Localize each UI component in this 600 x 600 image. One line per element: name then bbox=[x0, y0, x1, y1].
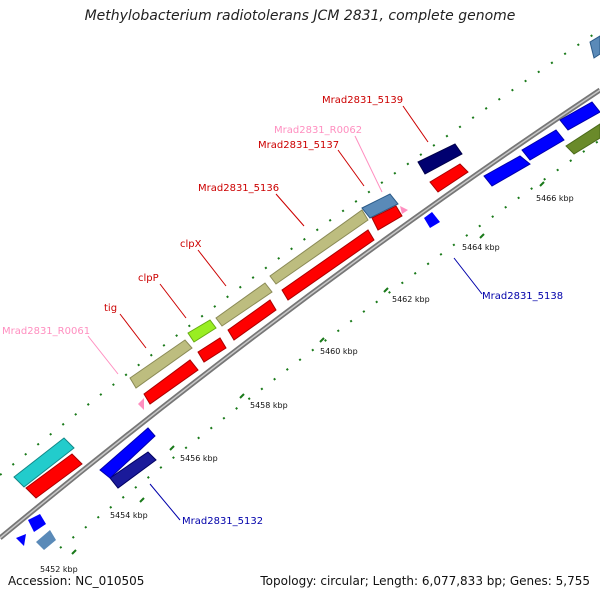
tick-label: 5464 kbp bbox=[462, 243, 500, 252]
tick-labels: 5452 kbp 5454 kbp 5456 kbp 5458 kbp 5460… bbox=[40, 194, 574, 574]
label-leaders bbox=[87, 105, 483, 521]
gene-arrow bbox=[559, 101, 600, 131]
forward-strand-genes bbox=[13, 35, 600, 550]
gene-arrow bbox=[16, 534, 26, 546]
gene-label-mrad2831-r0062: Mrad2831_R0062 bbox=[274, 125, 362, 136]
accession-text: Accession: NC_010505 bbox=[8, 574, 145, 588]
gene-arrow bbox=[281, 229, 375, 301]
gene-label-mrad2831-5132: Mrad2831_5132 bbox=[182, 516, 263, 527]
outer-tick-track bbox=[0, 29, 600, 476]
topology-text: Topology: circular; Length: 6,077,833 bp… bbox=[260, 574, 590, 588]
gene-arrow bbox=[589, 35, 600, 59]
gene-arrow bbox=[187, 319, 217, 343]
gene-label-mrad2831-5137: Mrad2831_5137 bbox=[258, 140, 339, 151]
gene-arrow bbox=[143, 359, 199, 405]
gene-arrow bbox=[25, 453, 83, 499]
gene-arrow bbox=[361, 193, 399, 219]
gene-labels: Mrad2831_5139 Mrad2831_R0062 Mrad2831_51… bbox=[2, 95, 563, 527]
tick-label: 5466 kbp bbox=[536, 194, 574, 203]
gene-arrow bbox=[227, 299, 277, 341]
gene-arrow bbox=[99, 427, 156, 479]
gene-label-tig: tig bbox=[104, 303, 117, 314]
tick-label: 5452 kbp bbox=[40, 565, 78, 574]
gene-arrow bbox=[424, 212, 440, 228]
gene-arrow bbox=[565, 123, 600, 155]
gene-arrow bbox=[215, 282, 273, 327]
gene-arrow bbox=[521, 129, 565, 161]
gene-arrow bbox=[269, 209, 369, 285]
reverse-strand-genes bbox=[25, 163, 469, 499]
gene-label-mrad2831-5136: Mrad2831_5136 bbox=[198, 183, 279, 194]
tick-label: 5460 kbp bbox=[320, 347, 358, 356]
gene-label-mrad2831-r0061: Mrad2831_R0061 bbox=[2, 326, 90, 337]
tick-label: 5458 kbp bbox=[250, 401, 288, 410]
gene-arrow bbox=[129, 339, 193, 389]
tick-label: 5454 kbp bbox=[110, 511, 148, 520]
rrna-marks bbox=[138, 206, 408, 410]
tick-label: 5456 kbp bbox=[180, 454, 218, 463]
inner-tick-track bbox=[59, 139, 600, 549]
gene-label-mrad2831-5139: Mrad2831_5139 bbox=[322, 95, 403, 106]
gene-arrow bbox=[109, 451, 157, 489]
gene-arrow bbox=[28, 514, 46, 532]
tick-label: 5462 kbp bbox=[392, 295, 430, 304]
gene-label-mrad2831-5138: Mrad2831_5138 bbox=[482, 291, 563, 302]
gene-label-clpx: clpX bbox=[180, 239, 202, 250]
gene-arrow bbox=[36, 530, 56, 550]
gene-arrow bbox=[197, 337, 227, 363]
gene-arrow bbox=[483, 155, 531, 187]
gene-arrow bbox=[371, 205, 403, 231]
gene-label-clpp: clpP bbox=[138, 273, 159, 284]
gene-arrow bbox=[417, 143, 463, 175]
map-title: Methylobacterium radiotolerans JCM 2831,… bbox=[84, 8, 516, 24]
gene-arrow bbox=[429, 163, 469, 193]
gene-arrow bbox=[13, 437, 75, 488]
genome-backbone bbox=[0, 87, 600, 540]
tick-marks bbox=[71, 181, 545, 555]
